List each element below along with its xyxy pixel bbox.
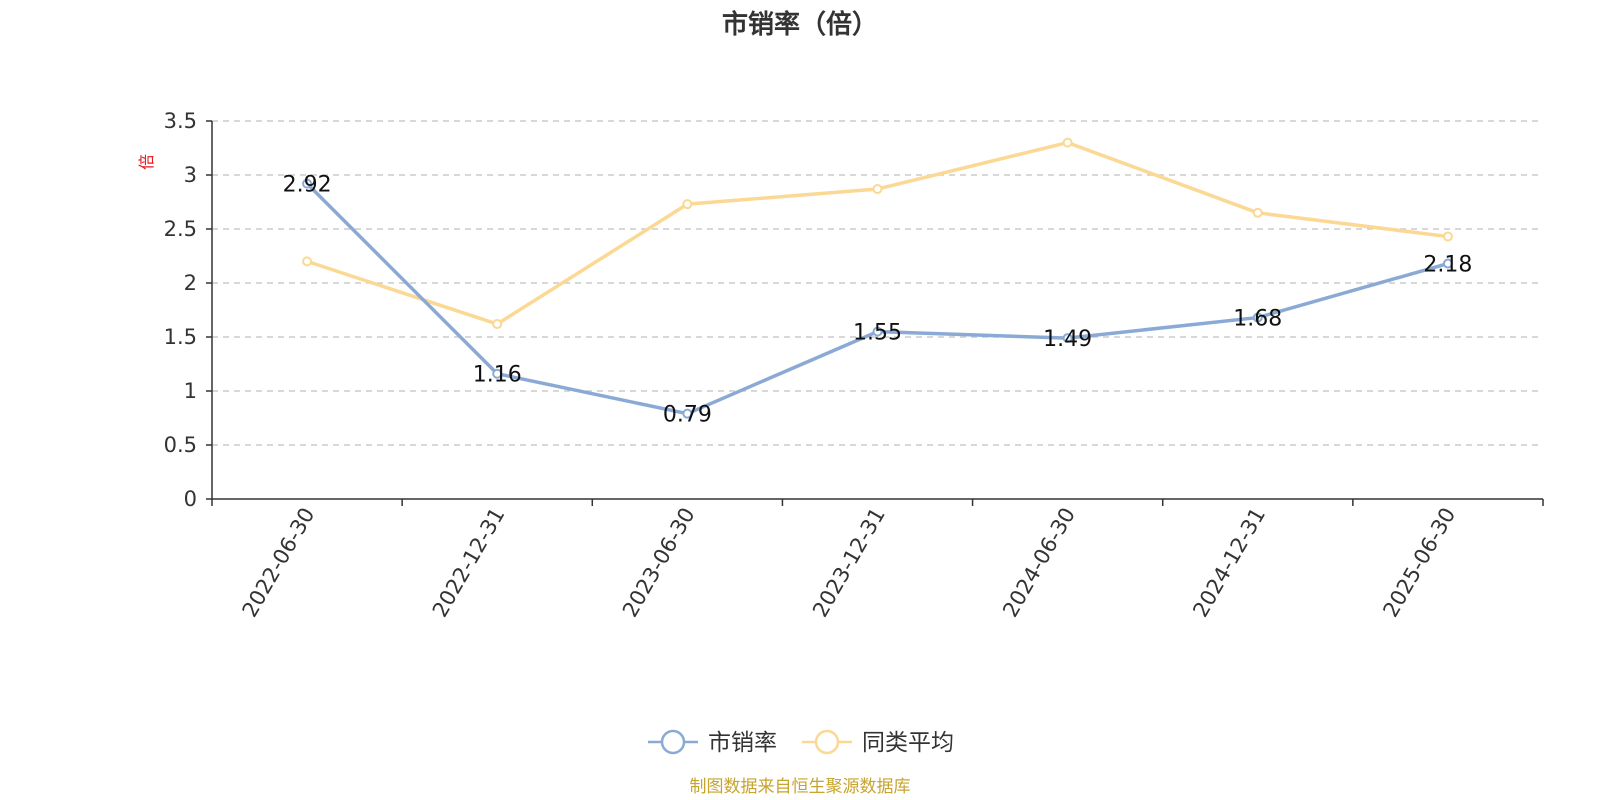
data-point[interactable] bbox=[302, 256, 313, 267]
legend-marker bbox=[814, 729, 840, 755]
y-tick-label: 1.5 bbox=[164, 325, 197, 349]
x-tick-label: 2025-06-30 bbox=[1378, 504, 1460, 622]
legend-item[interactable]: 市销率 bbox=[648, 729, 777, 756]
y-tick-label: 0.5 bbox=[164, 433, 197, 457]
series-line bbox=[306, 140, 1449, 326]
grid-lines bbox=[212, 120, 1543, 446]
y-axis-label: 倍 bbox=[137, 154, 156, 170]
legend[interactable]: 市销率 同类平均 bbox=[648, 729, 954, 756]
data-labels: 2.92 1.16 0.79 1.55 1.49 1.68 2.18 bbox=[283, 173, 1473, 428]
y-tick-label: 1 bbox=[184, 379, 197, 403]
data-point[interactable] bbox=[1062, 137, 1073, 148]
x-tick-label: 2022-06-30 bbox=[238, 504, 320, 622]
data-point[interactable] bbox=[302, 178, 313, 189]
legend-item[interactable]: 同类平均 bbox=[802, 729, 954, 756]
y-tick-label: 3 bbox=[184, 163, 197, 187]
data-point[interactable] bbox=[1252, 207, 1263, 218]
data-point[interactable] bbox=[682, 408, 693, 419]
legend-marker bbox=[660, 729, 686, 755]
chart-title: 市销率（倍） bbox=[722, 9, 878, 40]
source-note: 制图数据来自恒生聚源数据库 bbox=[690, 777, 911, 797]
y-tick-label: 2 bbox=[184, 271, 197, 295]
y-tick-label: 2.5 bbox=[164, 217, 197, 241]
x-tick-label: 2023-12-31 bbox=[808, 504, 890, 622]
data-label: 1.68 bbox=[1233, 307, 1282, 332]
axes: 0 0.5 1 1.5 2 2.5 3 3.5 2022-06-30 2022-12-31 2023… bbox=[164, 109, 1544, 622]
data-point[interactable] bbox=[1442, 258, 1453, 269]
data-point[interactable] bbox=[872, 184, 883, 195]
data-point[interactable] bbox=[1062, 333, 1073, 344]
x-tick-label: 2023-06-30 bbox=[618, 504, 700, 622]
data-point[interactable] bbox=[1252, 312, 1263, 323]
series-group bbox=[302, 137, 1453, 419]
legend-label: 市销率 bbox=[708, 730, 777, 756]
x-tick-label: 2024-06-30 bbox=[998, 504, 1080, 622]
data-point[interactable] bbox=[682, 199, 693, 210]
data-point[interactable] bbox=[492, 368, 503, 379]
data-label: 0.79 bbox=[663, 403, 712, 428]
data-label: 2.92 bbox=[283, 173, 332, 198]
data-label: 2.18 bbox=[1423, 253, 1472, 278]
data-point[interactable] bbox=[1442, 231, 1453, 242]
legend-label: 同类平均 bbox=[862, 730, 954, 756]
x-tick-label: 2024-12-31 bbox=[1188, 504, 1270, 622]
data-label: 1.55 bbox=[853, 321, 902, 346]
y-tick-label: 0 bbox=[184, 487, 197, 511]
data-label: 1.16 bbox=[473, 363, 522, 388]
x-tick-label: 2022-12-31 bbox=[428, 504, 510, 622]
data-label: 1.49 bbox=[1043, 327, 1092, 352]
data-point[interactable] bbox=[872, 326, 883, 337]
y-tick-label: 3.5 bbox=[164, 109, 197, 133]
data-point[interactable] bbox=[492, 319, 503, 330]
